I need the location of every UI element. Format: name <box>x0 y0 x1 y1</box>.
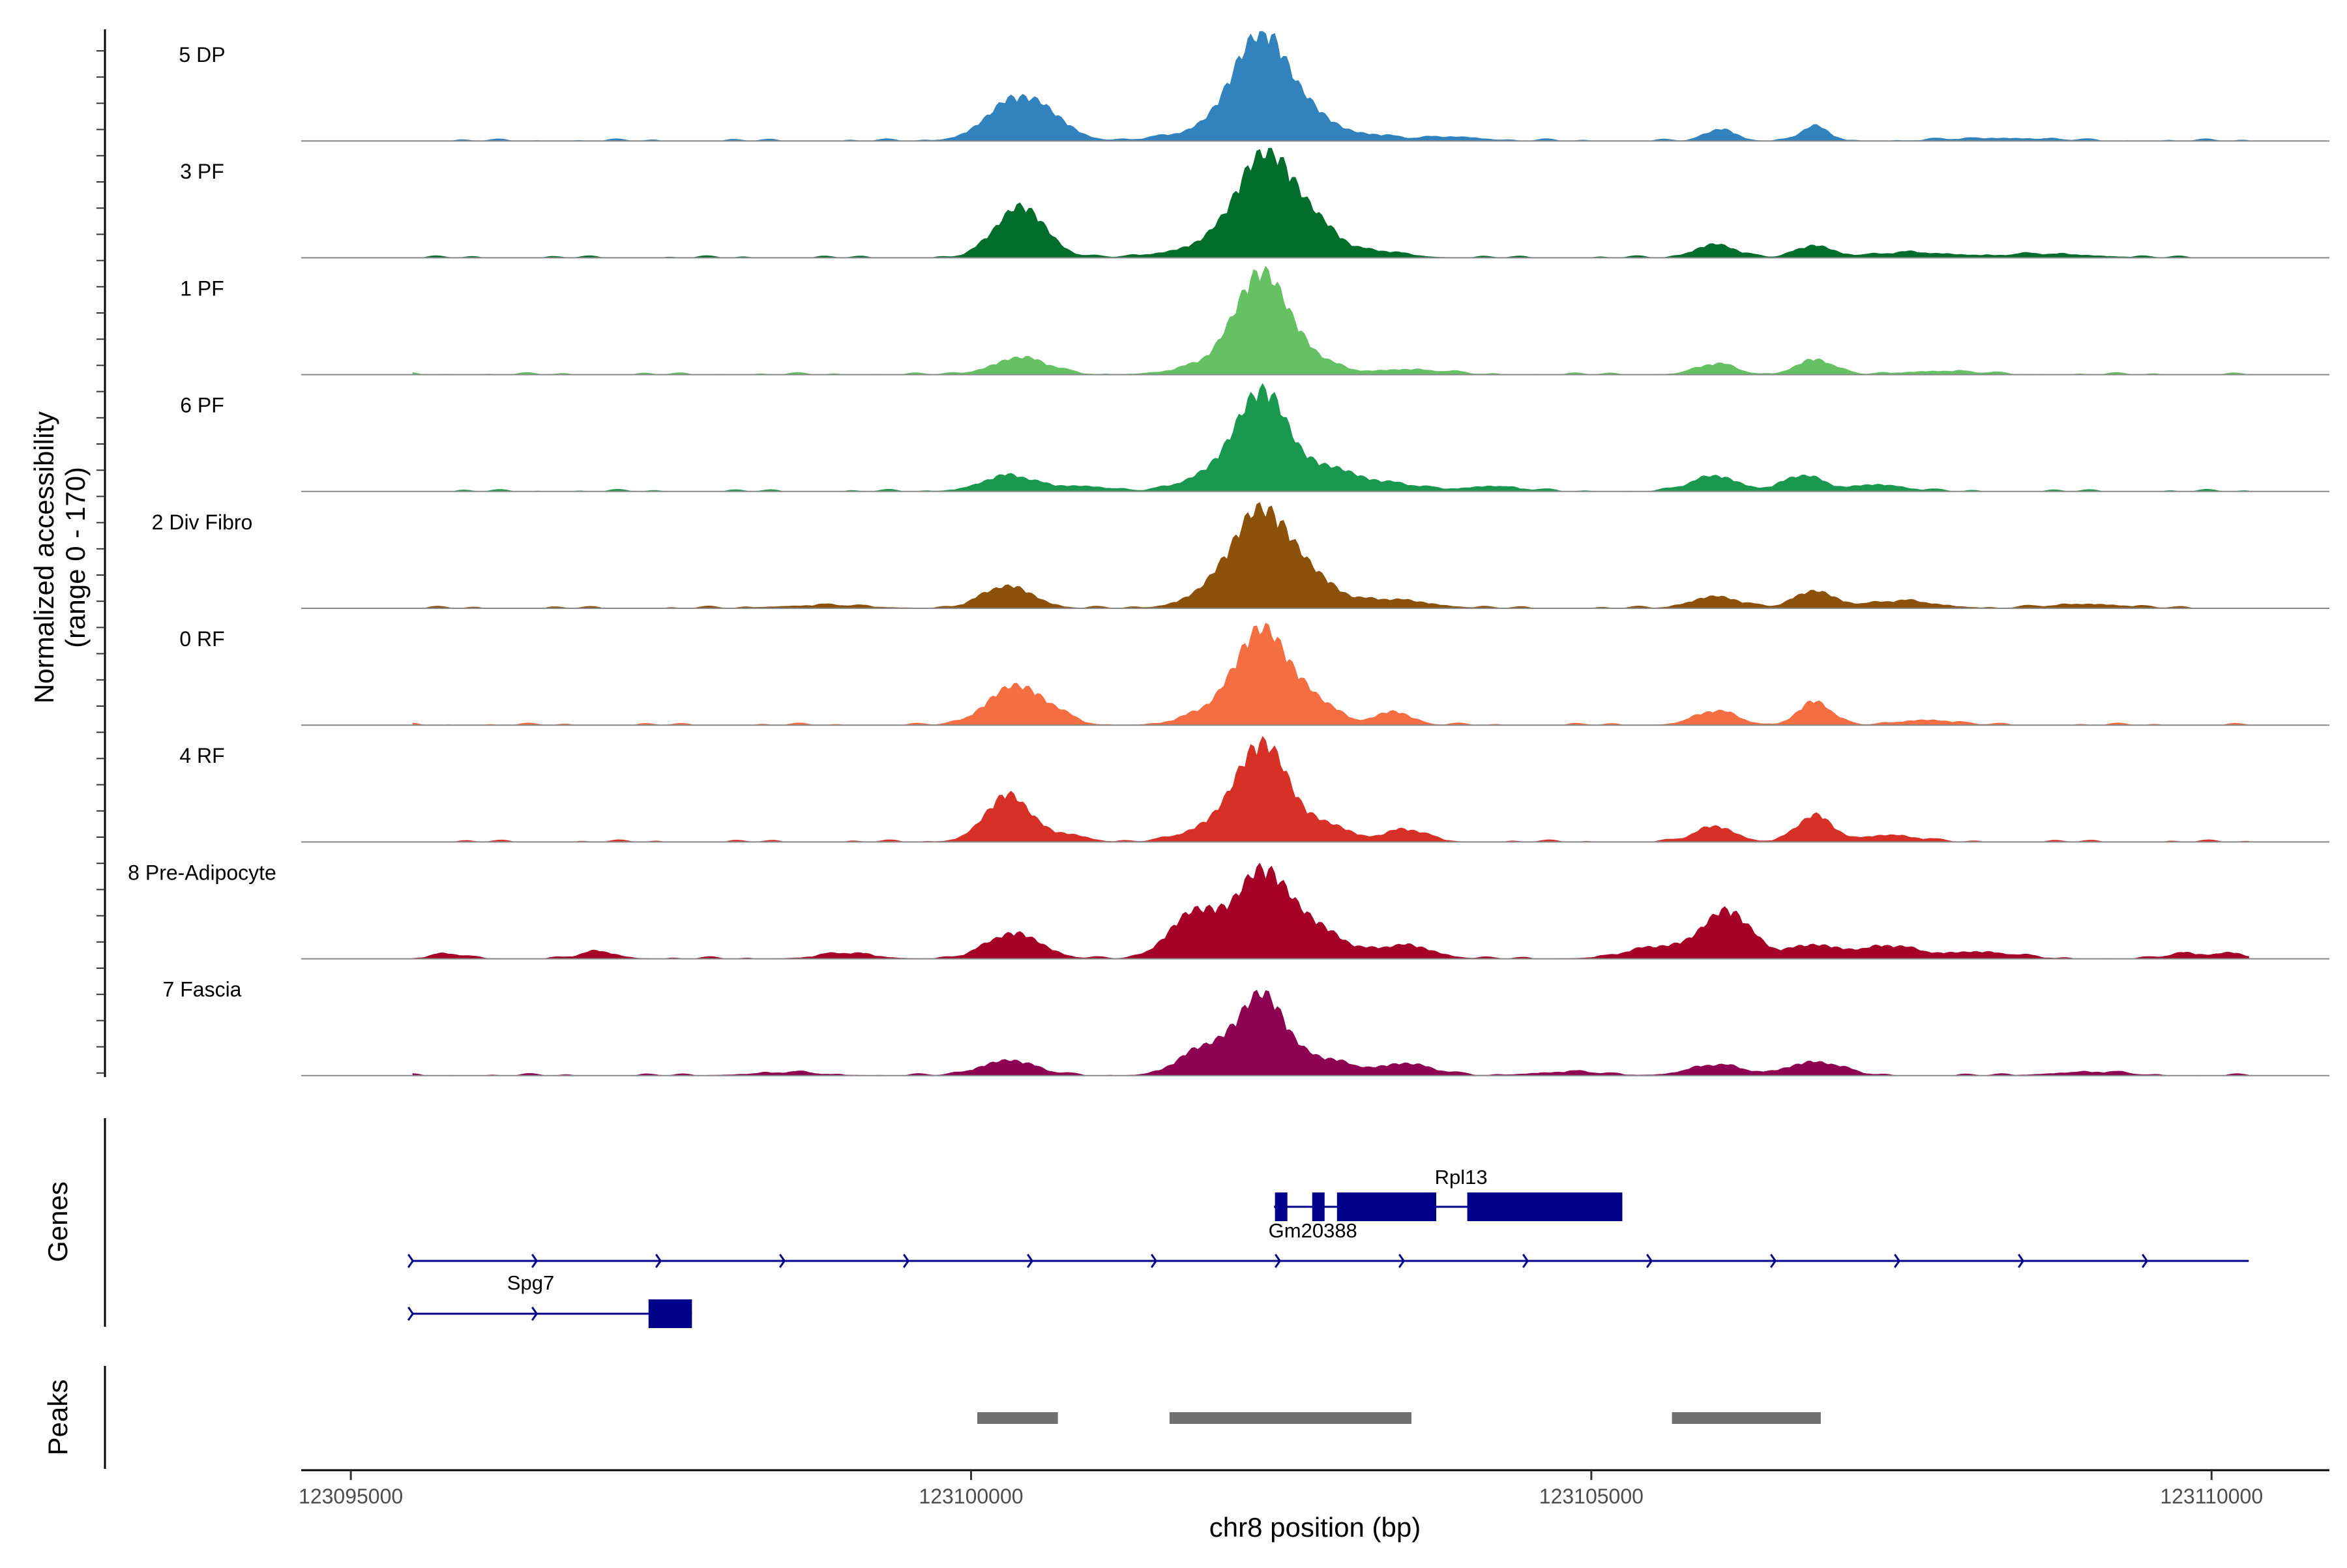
coverage-area <box>412 990 2249 1076</box>
x-tick-label: 123110000 <box>2160 1485 2263 1508</box>
strand-chevron <box>407 1307 415 1321</box>
track-label: 4 RF <box>179 744 224 767</box>
track-3-pf: 3 PF <box>180 147 2329 259</box>
strand-chevron <box>1027 1254 1034 1268</box>
x-tick-label: 123105000 <box>1539 1485 1644 1508</box>
gene-exon <box>1312 1192 1325 1221</box>
y-axis-title: Normalized accessibility (range 0 - 170) <box>29 411 91 703</box>
strand-chevron <box>779 1254 786 1268</box>
track-8-pre-adipocyte: 8 Pre-Adipocyte <box>128 861 2329 960</box>
track-2-div-fibro: 2 Div Fibro <box>152 502 2329 609</box>
peaks-track <box>977 1412 1821 1424</box>
coverage-axis-ticks <box>96 50 105 1074</box>
peak-region <box>1672 1412 1821 1424</box>
peak-region <box>977 1412 1058 1424</box>
coverage-area <box>413 147 2249 258</box>
gene-label: Gm20388 <box>1269 1219 1357 1242</box>
coverage-area <box>412 863 2249 960</box>
gene-spg7: Spg7 <box>407 1271 692 1328</box>
gene-exon <box>648 1299 692 1328</box>
track-4-rf: 4 RF <box>179 735 2329 843</box>
peaks-panel-title: Peaks <box>42 1380 73 1456</box>
y-axis-title-line1: Normalized accessibility <box>29 411 59 703</box>
strand-chevron <box>1151 1254 1158 1268</box>
strand-chevron <box>407 1254 415 1268</box>
x-tick-label: 123100000 <box>919 1485 1023 1508</box>
gene-exon <box>1467 1192 1623 1221</box>
gene-gm20388: Gm20388 <box>407 1219 2249 1268</box>
gene-exon <box>1275 1192 1288 1221</box>
track-5-dp: 5 DP <box>179 31 2329 142</box>
strand-chevron <box>531 1254 539 1268</box>
track-label: 8 Pre-Adipocyte <box>128 861 276 884</box>
coverage-area <box>413 735 2249 842</box>
strand-chevron <box>1398 1254 1406 1268</box>
track-label: 1 PF <box>180 276 224 300</box>
x-axis-ticks: 123095000 123100000 123105000 123110000 <box>299 1470 2263 1508</box>
coverage-area <box>413 31 2249 141</box>
track-label: 6 PF <box>180 394 224 417</box>
gene-label: Rpl13 <box>1435 1166 1488 1189</box>
strand-chevron <box>1522 1254 1529 1268</box>
coverage-area <box>413 383 2249 492</box>
strand-chevron <box>1646 1254 1653 1268</box>
gene-label: Spg7 <box>507 1271 554 1294</box>
x-axis-title: chr8 position (bp) <box>1209 1512 1421 1543</box>
track-1-pf: 1 PF <box>180 265 2329 376</box>
strand-chevron <box>2142 1254 2149 1268</box>
x-tick-label: 123095000 <box>299 1485 403 1508</box>
coverage-tracks: 5 DP 3 PF 1 PF 6 PF 2 Div Fibro 0 RF 4 RF 8 Pre… <box>128 31 2329 1076</box>
gene-exon <box>1336 1192 1437 1221</box>
coverage-area <box>413 502 2249 609</box>
strand-chevron <box>903 1254 910 1268</box>
track-label: 3 PF <box>180 160 224 183</box>
y-axis-title-line2: (range 0 - 170) <box>60 467 91 648</box>
strand-chevron <box>1275 1254 1282 1268</box>
coverage-area <box>412 622 2249 726</box>
genes-track: Rpl13 Gm20388 Spg7 <box>407 1166 2249 1328</box>
coverage-area <box>412 265 2249 376</box>
track-0-rf: 0 RF <box>179 622 2329 726</box>
peak-region <box>1169 1412 1411 1424</box>
track-7-fascia: 7 Fascia <box>163 978 2329 1076</box>
track-label: 2 Div Fibro <box>152 510 253 534</box>
track-label: 7 Fascia <box>163 978 242 1001</box>
strand-chevron <box>1894 1254 1901 1268</box>
strand-chevron <box>531 1307 539 1321</box>
strand-chevron <box>655 1254 662 1268</box>
strand-chevron <box>2018 1254 2025 1268</box>
track-label: 0 RF <box>179 627 224 651</box>
strand-chevron <box>1770 1254 1777 1268</box>
track-label: 5 DP <box>179 43 225 67</box>
gene-rpl13: Rpl13 <box>1273 1166 1623 1221</box>
track-6-pf: 6 PF <box>180 383 2329 492</box>
genes-panel-title: Genes <box>42 1181 73 1262</box>
